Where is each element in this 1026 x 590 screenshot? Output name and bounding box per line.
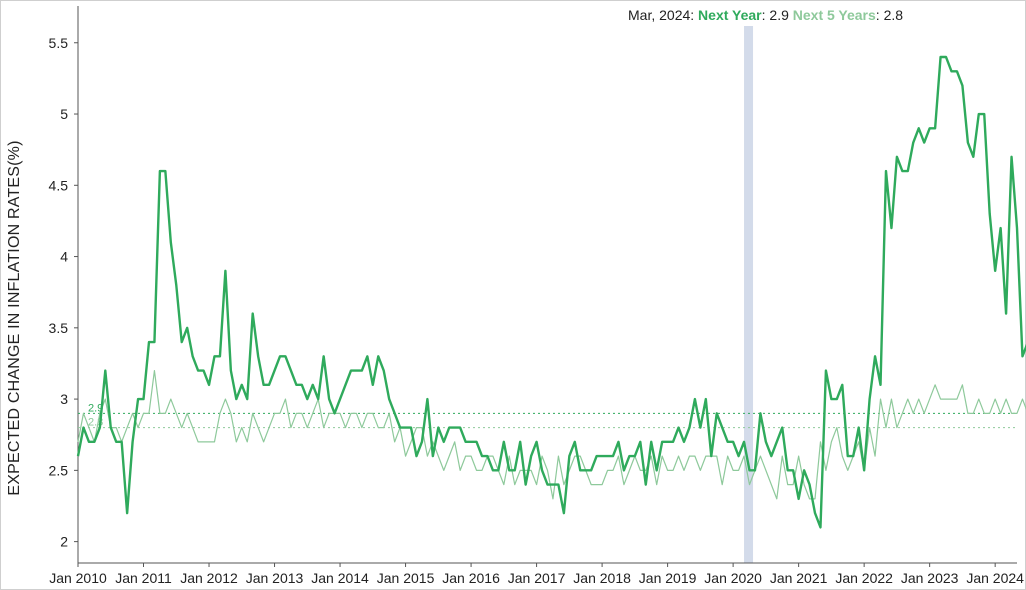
recession-shading-layer	[744, 26, 754, 563]
readout-date: Mar, 2024:	[628, 7, 699, 23]
x-tick-label: Jan 2021	[770, 570, 828, 586]
series-line-next-5-years	[77, 369, 1026, 500]
y-tick-label: 5	[60, 106, 68, 122]
y-tick-label: 2	[60, 534, 68, 550]
series-line-next-year	[76, 55, 1026, 529]
recession-band	[744, 26, 754, 563]
y-tick-label: 3	[60, 391, 68, 407]
hover-readout: Mar, 2024: Next Year: 2.9 Next 5 Years: …	[628, 7, 903, 23]
x-tick-label: Jan 2011	[115, 570, 172, 586]
x-tick-label: Jan 2016	[442, 570, 500, 586]
readout-series2-label: Next 5 Years	[792, 7, 876, 23]
x-tick-label: Jan 2024	[966, 570, 1024, 586]
y-tick-label: 5.5	[49, 35, 69, 51]
x-tick-label: Jan 2023	[901, 570, 959, 586]
y-tick-label: 4.5	[49, 177, 69, 193]
x-tick-label: Jan 2018	[573, 570, 631, 586]
x-tick-label: Jan 2015	[377, 570, 435, 586]
tick-labels: 2 2.5 3 3.5 4 4.5 5 5.5 Jan 2010 Jan 2011 Jan 2012…	[49, 35, 1025, 586]
x-tick-label: Jan 2017	[508, 570, 566, 586]
x-tick-label: Jan 2022	[835, 570, 893, 586]
x-tick-label: Jan 2010	[49, 570, 107, 586]
axes	[74, 6, 1017, 567]
x-tick-label: Jan 2012	[180, 570, 238, 586]
y-tick-label: 3.5	[49, 320, 69, 336]
x-tick-label: Jan 2019	[639, 570, 697, 586]
y-tick-label: 4	[60, 249, 68, 265]
readout-series2-value: : 2.8	[875, 7, 904, 23]
x-tick-label: Jan 2020	[704, 570, 762, 586]
reference-label: 2.9	[88, 402, 103, 414]
readout-series1-label: Next Year	[698, 7, 762, 23]
y-axis-label: EXPECTED CHANGE IN INFLATION RATES(%)	[6, 140, 23, 496]
readout-series1-value: : 2.9	[761, 7, 793, 23]
series-lines	[76, 55, 1026, 529]
reference-lines: 2.92.8	[78, 402, 1017, 429]
y-tick-label: 2.5	[49, 462, 69, 478]
x-tick-label: Jan 2013	[246, 570, 304, 586]
x-tick-label: Jan 2014	[311, 570, 369, 586]
